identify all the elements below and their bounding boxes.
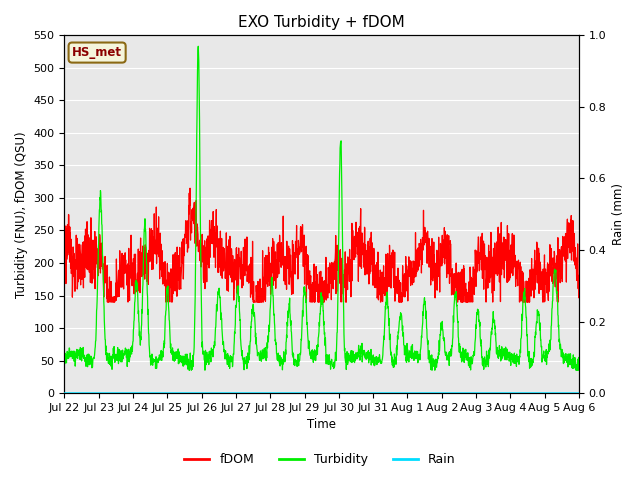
Y-axis label: Turbidity (FNU), fDOM (QSU): Turbidity (FNU), fDOM (QSU)	[15, 131, 28, 298]
Y-axis label: Rain (mm): Rain (mm)	[612, 183, 625, 245]
X-axis label: Time: Time	[307, 419, 336, 432]
Legend: fDOM, Turbidity, Rain: fDOM, Turbidity, Rain	[179, 448, 461, 471]
Text: HS_met: HS_met	[72, 46, 122, 59]
Title: EXO Turbidity + fDOM: EXO Turbidity + fDOM	[238, 15, 405, 30]
